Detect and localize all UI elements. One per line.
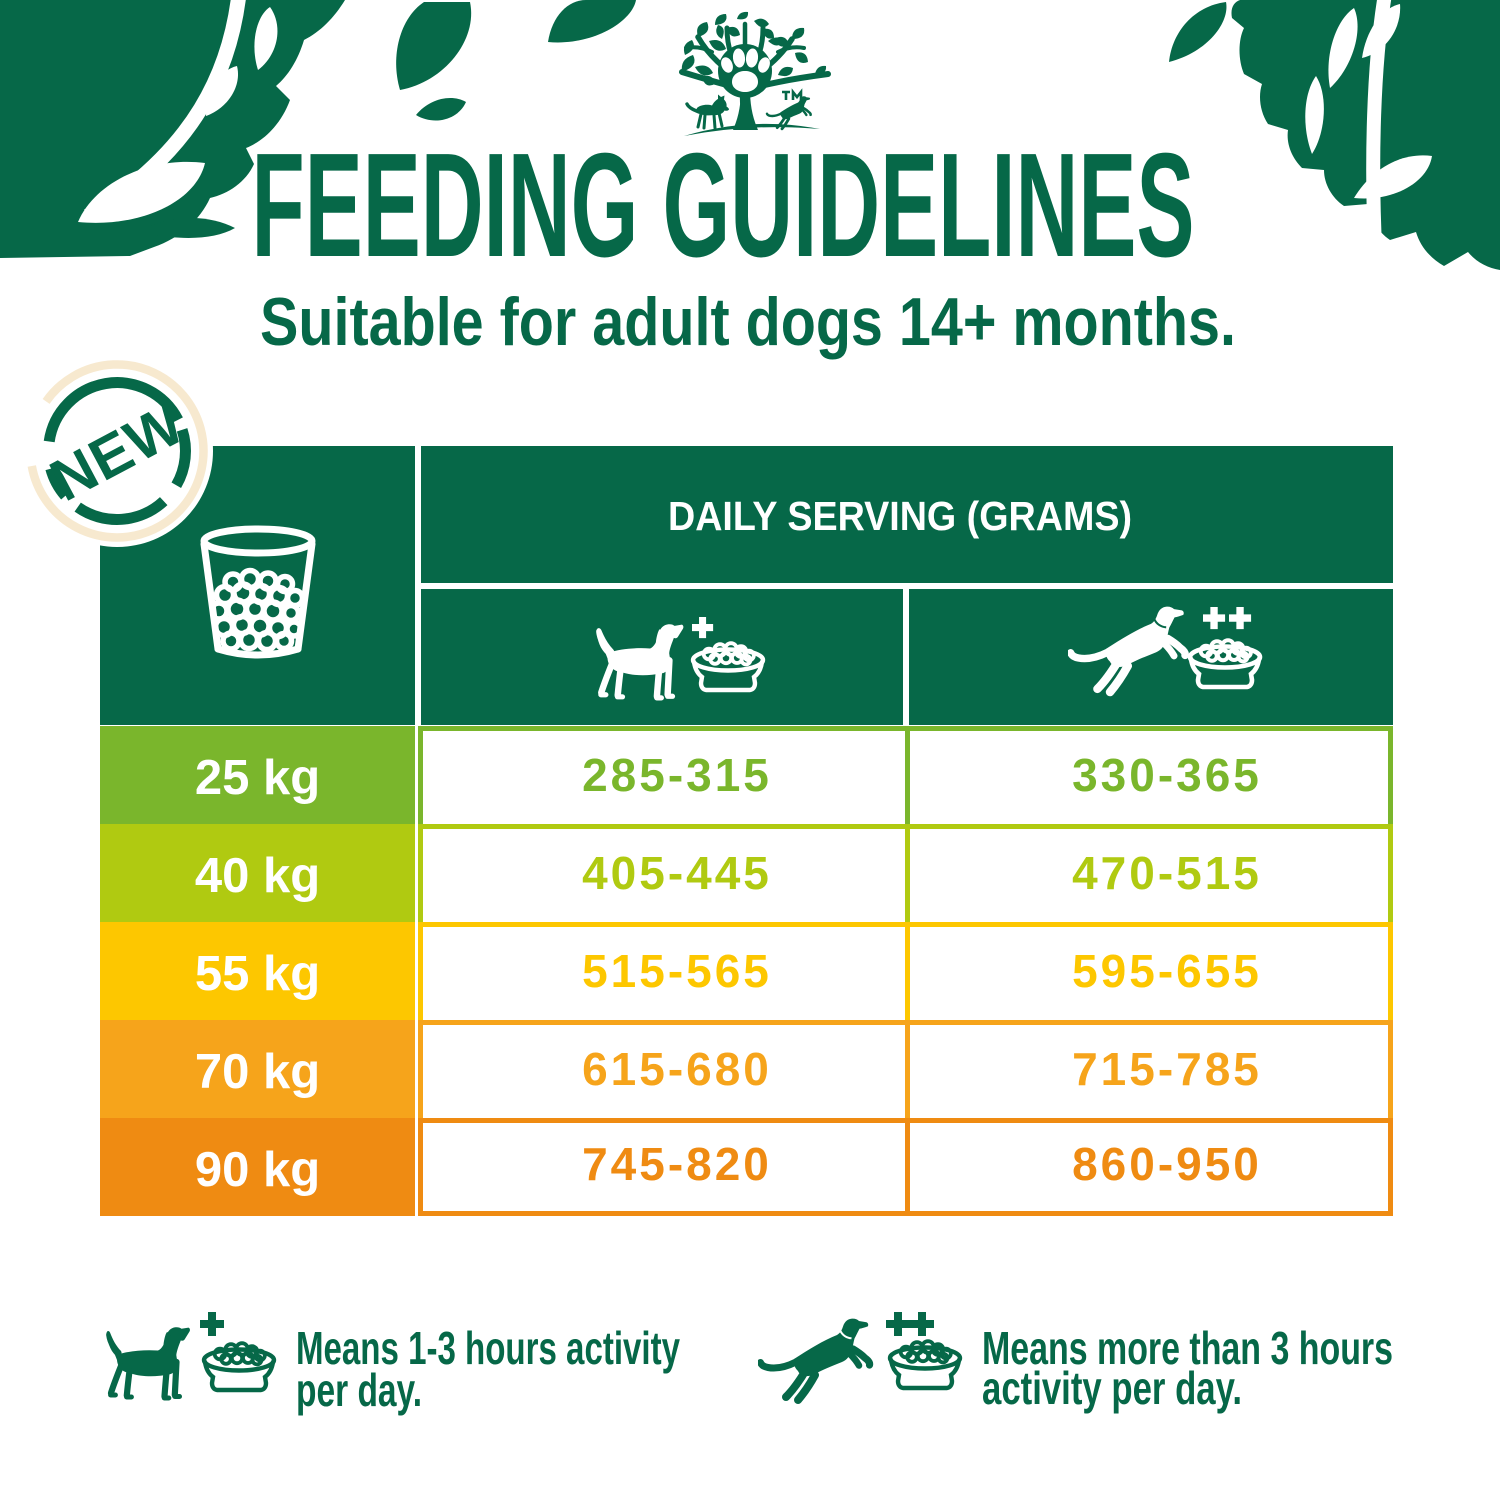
svg-text:per day.: per day.: [296, 1364, 422, 1416]
svg-text:activity per day.: activity per day.: [982, 1362, 1242, 1414]
svg-text:Suitable for adult dogs 14+ mo: Suitable for adult dogs 14+ months.: [260, 284, 1236, 360]
svg-text:Means 1-3 hours activity: Means 1-3 hours activity: [296, 1322, 680, 1374]
svg-text:Means more than 3 hours: Means more than 3 hours: [982, 1322, 1393, 1374]
svg-text:DAILY SERVING (GRAMS): DAILY SERVING (GRAMS): [668, 493, 1132, 539]
svg-text:FEEDING GUIDELINES: FEEDING GUIDELINES: [252, 123, 1195, 270]
